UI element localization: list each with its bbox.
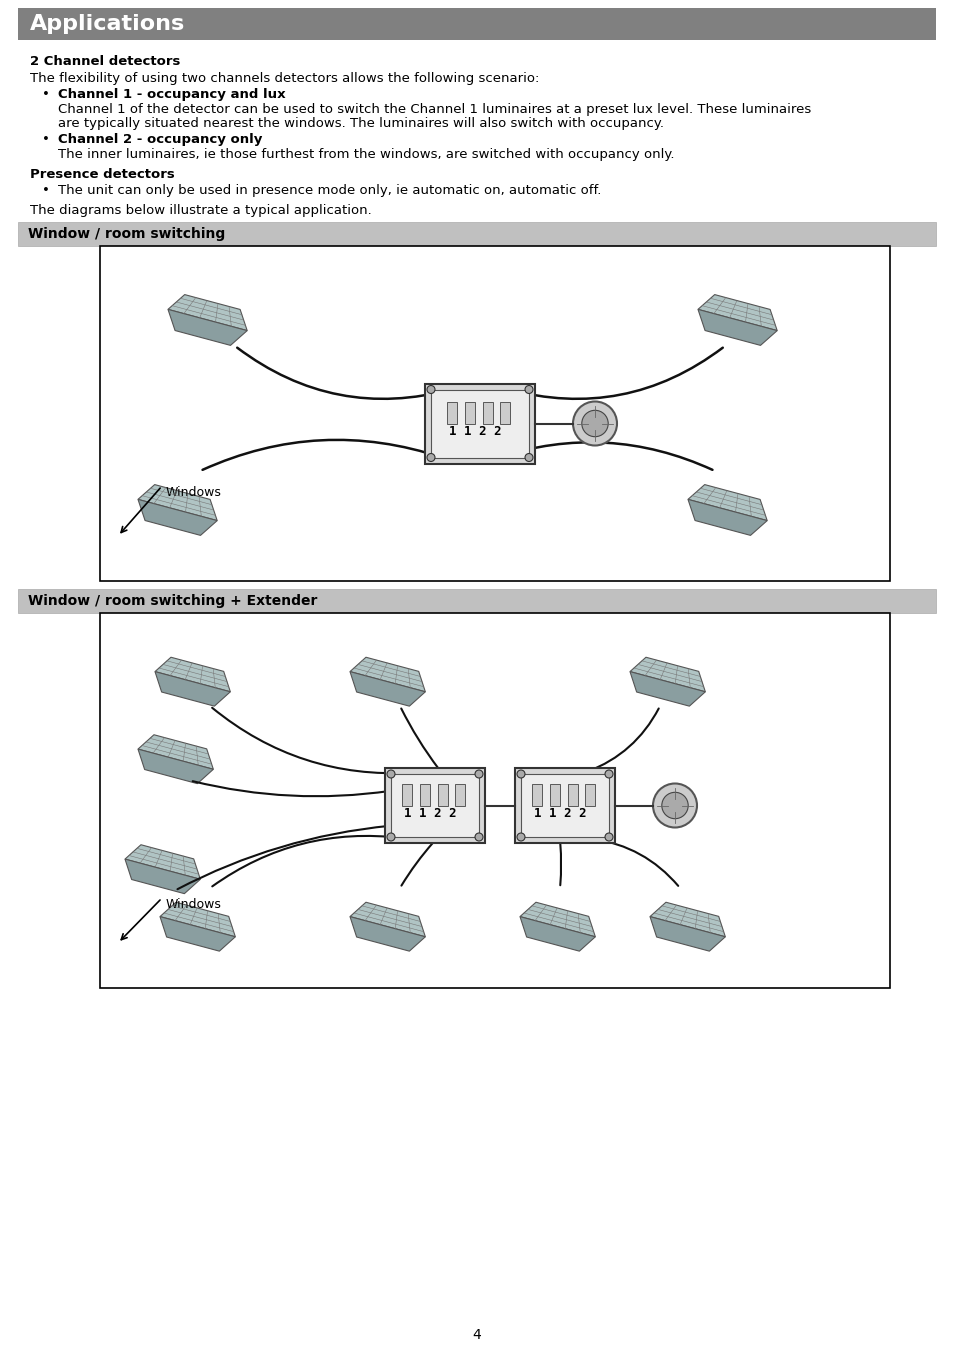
Circle shape bbox=[581, 410, 608, 436]
Polygon shape bbox=[160, 902, 235, 937]
Polygon shape bbox=[138, 485, 217, 521]
Polygon shape bbox=[138, 500, 217, 536]
Bar bbox=[401, 783, 412, 806]
Text: •: • bbox=[42, 184, 50, 197]
Polygon shape bbox=[154, 657, 230, 691]
Circle shape bbox=[661, 792, 687, 818]
Text: 1 1 2 2: 1 1 2 2 bbox=[448, 425, 500, 437]
Text: Channel 1 - occupancy and lux: Channel 1 - occupancy and lux bbox=[58, 88, 285, 101]
Polygon shape bbox=[629, 657, 704, 691]
Polygon shape bbox=[350, 917, 425, 952]
Bar bbox=[584, 783, 595, 806]
Bar bbox=[499, 401, 510, 424]
Polygon shape bbox=[629, 671, 704, 706]
Text: The flexibility of using two channels detectors allows the following scenario:: The flexibility of using two channels de… bbox=[30, 72, 538, 85]
Bar bbox=[18, 8, 935, 40]
Polygon shape bbox=[125, 859, 200, 894]
Circle shape bbox=[387, 769, 395, 778]
Text: Window / room switching: Window / room switching bbox=[28, 227, 225, 242]
Polygon shape bbox=[154, 671, 230, 706]
Bar bbox=[431, 390, 529, 458]
Text: Applications: Applications bbox=[30, 14, 185, 34]
Bar bbox=[515, 768, 615, 842]
Text: Windows: Windows bbox=[166, 486, 222, 500]
Bar bbox=[18, 589, 935, 613]
Polygon shape bbox=[649, 902, 724, 937]
Polygon shape bbox=[138, 749, 213, 783]
Polygon shape bbox=[350, 902, 425, 937]
Text: Windows: Windows bbox=[166, 899, 222, 911]
Bar bbox=[391, 774, 478, 837]
Circle shape bbox=[573, 401, 617, 446]
Circle shape bbox=[517, 769, 524, 778]
Bar bbox=[455, 783, 464, 806]
Bar bbox=[100, 613, 889, 988]
Circle shape bbox=[524, 454, 533, 462]
Bar bbox=[464, 401, 475, 424]
Polygon shape bbox=[698, 294, 777, 331]
Polygon shape bbox=[350, 671, 425, 706]
Polygon shape bbox=[350, 657, 425, 691]
Bar bbox=[18, 221, 935, 246]
Polygon shape bbox=[649, 917, 724, 952]
Polygon shape bbox=[160, 917, 235, 952]
Polygon shape bbox=[687, 485, 766, 521]
Circle shape bbox=[604, 833, 613, 841]
Text: The unit can only be used in presence mode only, ie automatic on, automatic off.: The unit can only be used in presence mo… bbox=[58, 184, 600, 197]
Bar bbox=[100, 246, 889, 580]
Text: Channel 1 of the detector can be used to switch the Channel 1 luminaires at a pr: Channel 1 of the detector can be used to… bbox=[58, 103, 810, 116]
Polygon shape bbox=[687, 500, 766, 536]
Circle shape bbox=[427, 454, 435, 462]
Circle shape bbox=[427, 386, 435, 393]
Bar bbox=[447, 401, 456, 424]
Text: Channel 2 - occupancy only: Channel 2 - occupancy only bbox=[58, 134, 262, 146]
Polygon shape bbox=[168, 294, 247, 331]
Text: 1 1 2 2: 1 1 2 2 bbox=[403, 807, 456, 819]
Polygon shape bbox=[125, 845, 200, 879]
Text: The diagrams below illustrate a typical application.: The diagrams below illustrate a typical … bbox=[30, 204, 372, 217]
Polygon shape bbox=[138, 734, 213, 770]
Bar bbox=[437, 783, 448, 806]
Bar bbox=[520, 774, 608, 837]
Text: Presence detectors: Presence detectors bbox=[30, 167, 174, 181]
Circle shape bbox=[604, 769, 613, 778]
Text: Window / room switching + Extender: Window / room switching + Extender bbox=[28, 594, 317, 608]
Bar bbox=[385, 768, 484, 842]
Bar bbox=[419, 783, 430, 806]
Text: 1 1 2 2: 1 1 2 2 bbox=[533, 807, 586, 819]
Text: 2 Channel detectors: 2 Channel detectors bbox=[30, 55, 180, 68]
Bar bbox=[567, 783, 578, 806]
Circle shape bbox=[524, 386, 533, 393]
Text: The inner luminaires, ie those furthest from the windows, are switched with occu: The inner luminaires, ie those furthest … bbox=[58, 148, 674, 161]
Bar bbox=[550, 783, 559, 806]
Polygon shape bbox=[519, 902, 595, 937]
Polygon shape bbox=[168, 309, 247, 346]
Bar bbox=[532, 783, 541, 806]
Bar bbox=[482, 401, 493, 424]
Circle shape bbox=[517, 833, 524, 841]
Circle shape bbox=[387, 833, 395, 841]
Text: are typically situated nearest the windows. The luminaires will also switch with: are typically situated nearest the windo… bbox=[58, 117, 663, 130]
Text: •: • bbox=[42, 134, 50, 146]
Bar bbox=[424, 383, 535, 463]
Polygon shape bbox=[519, 917, 595, 952]
Text: 4: 4 bbox=[472, 1328, 481, 1342]
Polygon shape bbox=[698, 309, 777, 346]
Circle shape bbox=[475, 833, 482, 841]
Circle shape bbox=[652, 783, 697, 828]
Circle shape bbox=[475, 769, 482, 778]
Text: •: • bbox=[42, 88, 50, 101]
